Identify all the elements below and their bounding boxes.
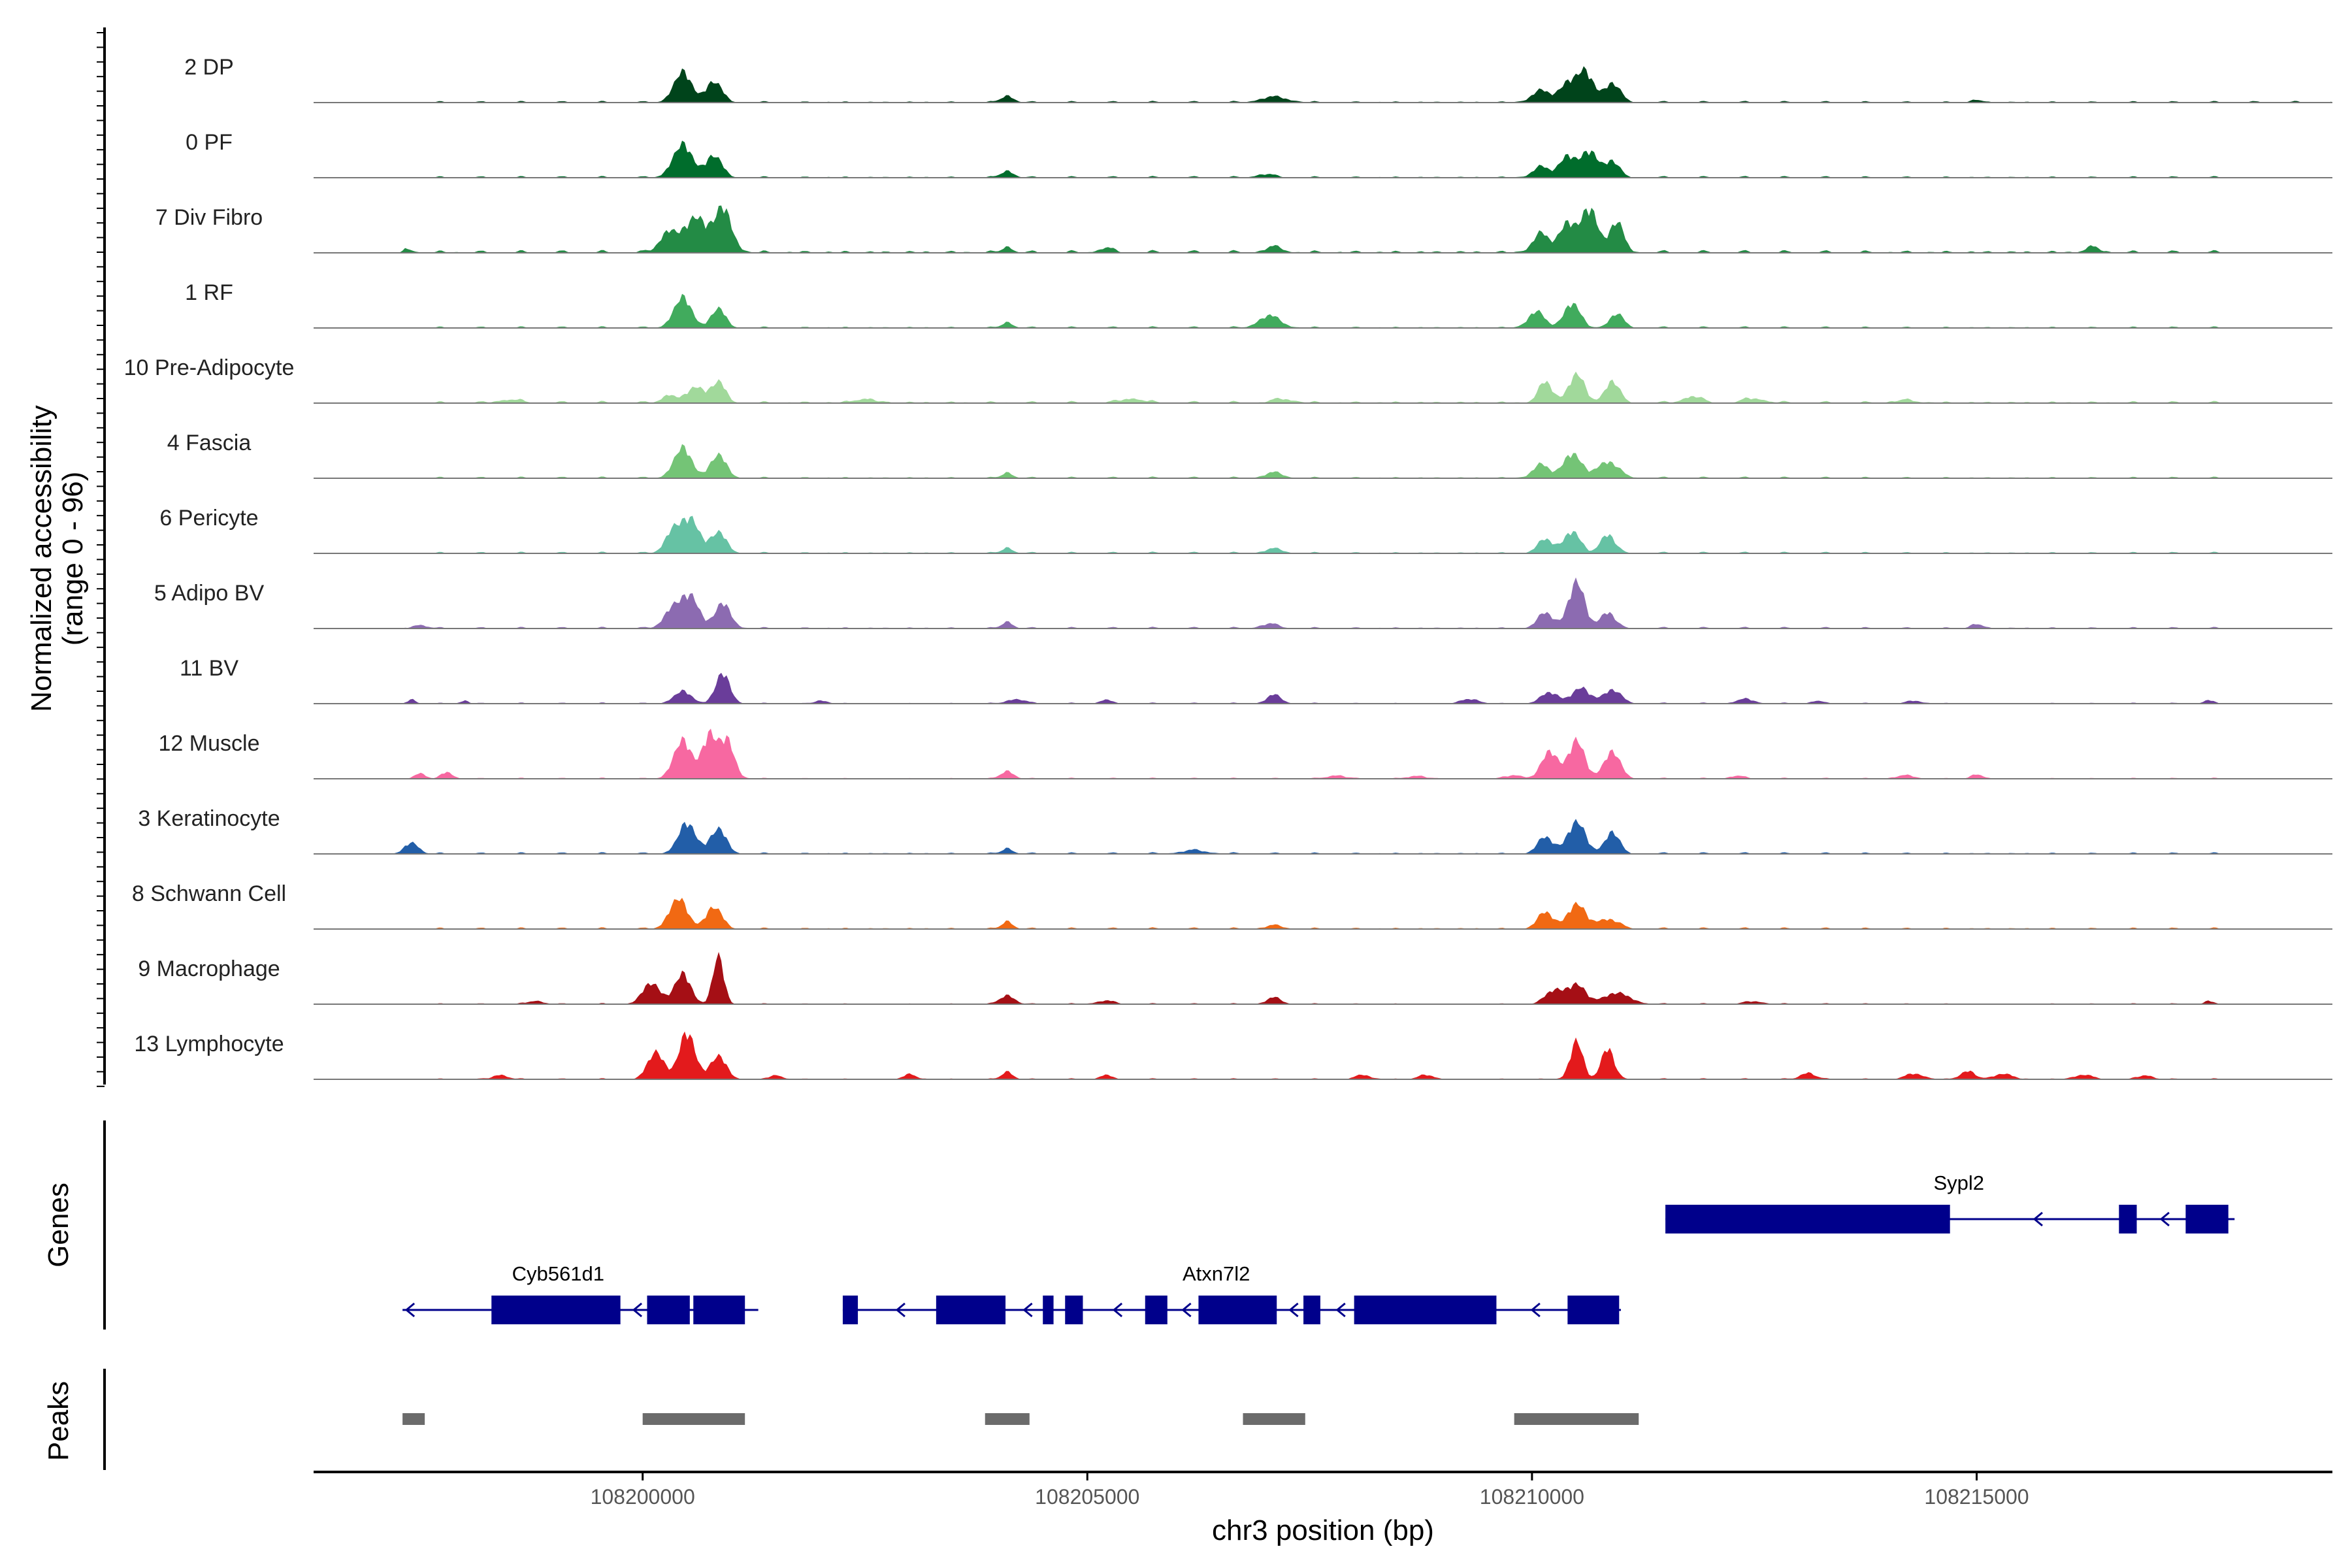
track-3-keratinocyte: 3 Keratinocyte bbox=[138, 806, 2332, 855]
gene-exon bbox=[1198, 1296, 1277, 1324]
genes-track-title: Genes bbox=[42, 1183, 74, 1267]
gene-exon bbox=[693, 1296, 745, 1324]
track-label: 7 Div Fibro bbox=[155, 205, 263, 230]
gene-label: Cyb561d1 bbox=[512, 1262, 604, 1285]
coverage-area bbox=[314, 515, 2332, 553]
strand-arrow bbox=[632, 1302, 643, 1318]
coverage-area bbox=[314, 952, 2332, 1004]
gene-cyb561d1: Cyb561d1 bbox=[402, 1262, 759, 1324]
y-axis-range: (range 0 - 96) bbox=[57, 472, 89, 646]
track-10-pre-adipocyte: 10 Pre-Adipocyte bbox=[124, 355, 2332, 404]
strand-arrow bbox=[1335, 1302, 1346, 1318]
gene-exon bbox=[842, 1296, 858, 1324]
track-11-bv: 11 BV bbox=[180, 656, 2332, 704]
gene-exon bbox=[491, 1296, 621, 1324]
track-label: 12 Muscle bbox=[159, 731, 260, 756]
track-9-macrophage: 9 Macrophage bbox=[138, 952, 2332, 1005]
strand-arrow bbox=[404, 1302, 416, 1318]
coverage-area bbox=[314, 819, 2332, 854]
strand-arrow bbox=[2033, 1211, 2043, 1227]
x-axis-ticks: 108200000 108205000 108210000 108215000 bbox=[591, 1472, 2029, 1509]
track-8-schwann-cell: 8 Schwann Cell bbox=[132, 881, 2332, 930]
x-axis-title: chr3 position (bp) bbox=[1212, 1514, 1434, 1546]
gene-label: Atxn7l2 bbox=[1183, 1262, 1250, 1285]
peak-region bbox=[402, 1413, 425, 1425]
track-label: 10 Pre-Adipocyte bbox=[124, 355, 295, 380]
gene-exon bbox=[2185, 1205, 2229, 1233]
coverage-area bbox=[314, 371, 2332, 403]
coverage-area bbox=[314, 898, 2332, 929]
y-axis-title: Normalized accessibility bbox=[25, 405, 57, 711]
track-label: 13 Lymphocyte bbox=[134, 1032, 284, 1056]
track-label: 2 DP bbox=[184, 55, 234, 80]
strand-arrow bbox=[1112, 1302, 1123, 1318]
strand-arrow bbox=[1530, 1302, 1541, 1318]
gene-exon bbox=[936, 1296, 1006, 1324]
track-0-pf: 0 PF bbox=[186, 130, 2332, 178]
coverage-area bbox=[314, 672, 2332, 704]
coverage-area bbox=[314, 205, 2332, 253]
track-label: 4 Fascia bbox=[167, 431, 252, 455]
gene-label: Sypl2 bbox=[1934, 1171, 1985, 1194]
track-6-pericyte: 6 Pericyte bbox=[159, 506, 2332, 554]
track-13-lymphocyte: 13 Lymphocyte bbox=[134, 1031, 2332, 1080]
x-tick-label: 108215000 bbox=[1924, 1485, 2029, 1509]
track-7-div-fibro: 7 Div Fibro bbox=[155, 205, 2332, 253]
peak-regions bbox=[402, 1413, 1639, 1425]
gene-exon bbox=[647, 1296, 690, 1324]
track-label: 3 Keratinocyte bbox=[138, 806, 280, 831]
coverage-area bbox=[314, 66, 2332, 103]
gene-sypl2: Sypl2 bbox=[1665, 1171, 2235, 1233]
gene-exon bbox=[2119, 1205, 2137, 1233]
coverage-area bbox=[314, 293, 2332, 328]
peak-region bbox=[642, 1413, 745, 1425]
x-tick-label: 108205000 bbox=[1035, 1485, 1139, 1509]
track-5-adipo-bv: 5 Adipo BV bbox=[154, 577, 2332, 629]
coverage-axis-ticks bbox=[97, 32, 105, 1087]
strand-arrow bbox=[1022, 1302, 1033, 1318]
track-label: 11 BV bbox=[180, 656, 238, 681]
track-1-rf: 1 RF bbox=[185, 280, 2332, 329]
coverage-area bbox=[314, 728, 2332, 779]
peak-region bbox=[1243, 1413, 1305, 1425]
peaks-track-title: Peaks bbox=[42, 1381, 74, 1461]
gene-atxn7l2: Atxn7l2 bbox=[842, 1262, 1622, 1324]
strand-arrow bbox=[1288, 1302, 1299, 1318]
gene-models: Sypl2 Cyb561d1 Atxn7l2 bbox=[402, 1171, 2235, 1324]
strand-arrow bbox=[2159, 1211, 2170, 1227]
strand-arrow bbox=[1181, 1302, 1192, 1318]
coverage-area bbox=[314, 140, 2332, 178]
gene-exon bbox=[1665, 1205, 1950, 1233]
x-tick-label: 108200000 bbox=[591, 1485, 695, 1509]
track-2-dp: 2 DP bbox=[184, 55, 2332, 103]
gene-exon bbox=[1145, 1296, 1168, 1324]
coverage-tracks: 2 DP 0 PF 7 Div Fibro 1 RF 10 Pre-Adipocyte 4… bbox=[124, 55, 2332, 1080]
track-label: 9 Macrophage bbox=[138, 956, 280, 981]
gene-exon bbox=[1303, 1296, 1320, 1324]
coverage-area bbox=[314, 444, 2332, 478]
track-12-muscle: 12 Muscle bbox=[159, 728, 2332, 779]
track-label: 6 Pericyte bbox=[159, 506, 258, 531]
x-tick-label: 108210000 bbox=[1480, 1485, 1584, 1509]
peak-region bbox=[1514, 1413, 1639, 1425]
track-label: 5 Adipo BV bbox=[154, 581, 265, 606]
gene-exon bbox=[1065, 1296, 1083, 1324]
gene-exon bbox=[1567, 1296, 1620, 1324]
strand-arrow bbox=[895, 1302, 906, 1318]
gene-exon bbox=[1043, 1296, 1054, 1324]
peak-region bbox=[985, 1413, 1030, 1425]
track-4-fascia: 4 Fascia bbox=[167, 431, 2332, 479]
gene-exon bbox=[1354, 1296, 1497, 1324]
track-label: 8 Schwann Cell bbox=[132, 881, 286, 906]
track-label: 1 RF bbox=[185, 280, 233, 305]
track-label: 0 PF bbox=[186, 130, 233, 155]
